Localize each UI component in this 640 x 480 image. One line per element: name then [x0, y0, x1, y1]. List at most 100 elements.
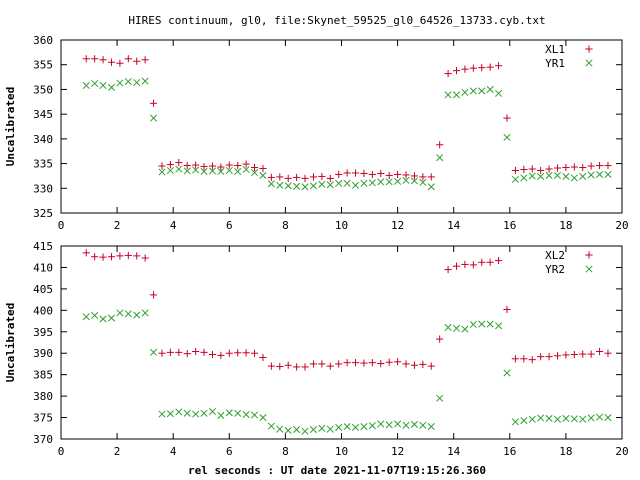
- data-point: [469, 261, 477, 269]
- data-point: [469, 64, 477, 72]
- data-point-b: [351, 181, 360, 189]
- x-tick-label: 4: [170, 219, 177, 232]
- data-point: [225, 349, 233, 357]
- data-point: [326, 425, 334, 433]
- data-point-b: [150, 348, 158, 356]
- data-point: [394, 177, 402, 185]
- data-point: [579, 350, 587, 358]
- data-point-b: [107, 83, 116, 92]
- y-tick-label: 355: [33, 59, 53, 72]
- data-point: [452, 91, 461, 99]
- data-point: [309, 173, 318, 181]
- data-point-b: [368, 179, 376, 187]
- data-point: [511, 355, 520, 363]
- data-point-b: [495, 322, 503, 330]
- data-point: [486, 85, 494, 93]
- legend-marker: [585, 59, 593, 67]
- data-point: [149, 291, 158, 299]
- data-point-b: [208, 407, 217, 416]
- data-point-b: [91, 79, 99, 88]
- series-XL1: [82, 55, 612, 182]
- data-point: [537, 353, 545, 361]
- data-point: [217, 167, 225, 176]
- data-point-b: [250, 411, 259, 419]
- data-point-b: [225, 166, 233, 175]
- data-point-b: [452, 91, 461, 99]
- data-point: [234, 161, 242, 170]
- data-point-b: [511, 418, 519, 426]
- data-point: [562, 351, 570, 359]
- data-point-b: [158, 168, 166, 176]
- data-point: [175, 165, 183, 173]
- data-point: [267, 422, 275, 430]
- data-point: [217, 351, 225, 359]
- data-point-b: [511, 175, 519, 183]
- data-point-b: [385, 178, 393, 186]
- data-point: [343, 423, 351, 431]
- data-point-b: [293, 182, 301, 190]
- data-point-b: [208, 167, 217, 175]
- data-point-b: [351, 423, 360, 431]
- data-point: [528, 415, 536, 423]
- data-point: [469, 87, 477, 95]
- data-point-b: [192, 166, 200, 174]
- data-point: [309, 182, 318, 190]
- data-point-b: [553, 171, 562, 179]
- data-point: [368, 170, 376, 179]
- data-point-b: [276, 181, 284, 189]
- data-point-b: [326, 181, 334, 189]
- data-point: [461, 260, 469, 269]
- data-point: [301, 183, 309, 191]
- bottom-panel: 0 2 4 6 8 10 12 14 16 18 20 370 375 380 385 390 395 400 40…: [4, 240, 629, 458]
- data-point-b: [158, 410, 166, 418]
- data-point-b: [469, 320, 477, 329]
- data-point: [402, 171, 410, 179]
- data-point-b: [309, 182, 318, 190]
- x-tick-label: 16: [503, 219, 516, 232]
- data-point: [267, 180, 275, 188]
- x-tick-label: 2: [114, 445, 121, 458]
- data-point: [124, 251, 132, 260]
- data-point-b: [461, 88, 469, 96]
- data-point-b: [444, 323, 452, 332]
- y-axis-label: Uncalibrated: [4, 303, 17, 382]
- data-point: [82, 81, 90, 90]
- data-point-b: [200, 167, 208, 176]
- data-point: [427, 173, 435, 181]
- data-point: [478, 320, 486, 328]
- y-tick-label: 395: [33, 326, 53, 339]
- data-point-b: [91, 311, 99, 320]
- data-point: [242, 349, 250, 357]
- x-tick-label: 12: [391, 219, 404, 232]
- data-point-b: [259, 171, 267, 179]
- data-point: [166, 160, 174, 169]
- data-point: [259, 171, 267, 179]
- data-point: [385, 358, 393, 366]
- data-point-b: [124, 310, 132, 318]
- chart-title: HIRES continuum, gl0, file:Skynet_59525_…: [128, 14, 545, 27]
- data-point: [99, 56, 107, 64]
- data-point: [301, 363, 309, 371]
- legend-marker-b: [585, 59, 593, 67]
- data-point: [351, 423, 360, 431]
- data-point-b: [410, 177, 418, 185]
- data-point: [604, 170, 612, 178]
- data-point-b: [528, 172, 536, 180]
- data-point: [520, 355, 528, 363]
- data-point-b: [377, 420, 385, 428]
- data-point: [570, 163, 578, 171]
- data-point-b: [141, 77, 149, 85]
- data-point-b: [402, 176, 410, 184]
- data-point: [293, 363, 301, 371]
- data-point: [553, 171, 562, 179]
- data-point: [250, 349, 259, 357]
- data-point: [511, 175, 519, 183]
- data-point-b: [242, 165, 250, 174]
- data-point: [82, 313, 90, 321]
- x-tick-label: 10: [335, 219, 348, 232]
- data-point-b: [452, 324, 461, 332]
- legend-label: YR1: [545, 57, 565, 70]
- data-point: [124, 77, 132, 86]
- x-tick-label: 6: [226, 219, 233, 232]
- data-point: [141, 309, 149, 317]
